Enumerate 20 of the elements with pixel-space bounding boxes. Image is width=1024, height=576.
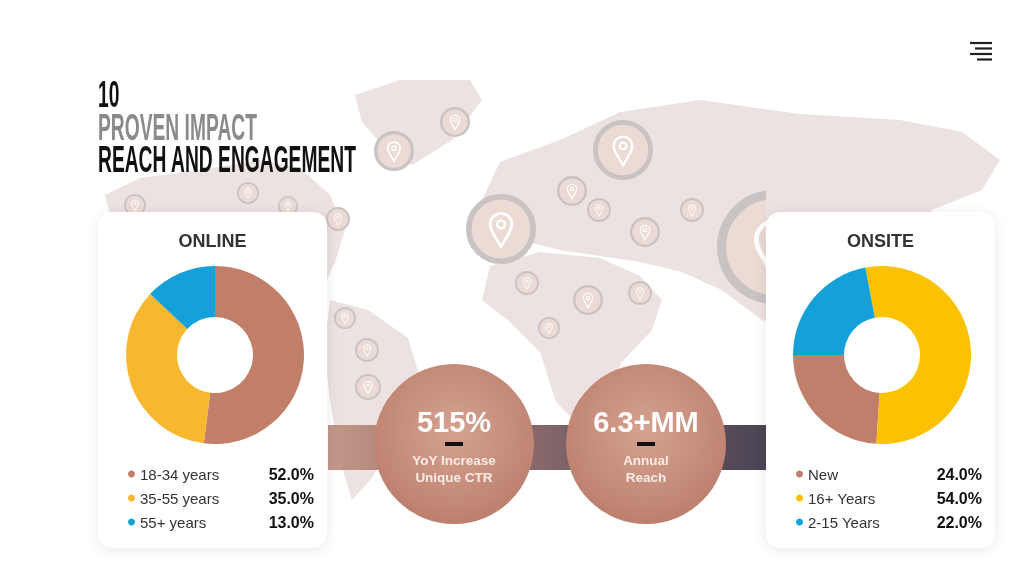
text: REACH AND ENGAGEMENT <box>98 139 356 180</box>
legend-label: 2-15 Years <box>808 513 880 531</box>
legend-label: 55+ years <box>140 513 207 531</box>
text: 10 <box>98 74 120 115</box>
chart-title: ONSITE <box>846 231 915 251</box>
data-label: 54.0% <box>936 489 982 507</box>
data-label: 35.0% <box>268 489 314 507</box>
legend-label: 18-34 years <box>140 465 220 483</box>
legend-label: 16+ Years <box>808 489 876 507</box>
legend-label: 35-55 years <box>140 489 220 507</box>
data-label: 52.0% <box>268 465 314 483</box>
text: Annual Reach <box>622 452 670 486</box>
legend-label: New <box>808 465 839 483</box>
data-label: 24.0% <box>936 465 982 483</box>
text: 515% <box>416 406 492 438</box>
chart-title: ONLINE <box>178 231 247 251</box>
text: 6.3+MM <box>593 406 699 438</box>
data-label: 13.0% <box>268 513 314 531</box>
text: YoY Increase Unique CTR <box>411 452 497 486</box>
data-label: 22.0% <box>936 513 982 531</box>
